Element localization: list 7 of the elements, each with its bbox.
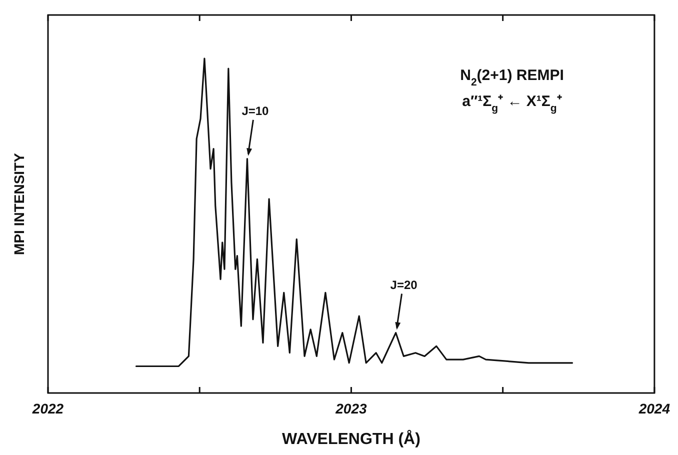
annotation: J=10 [242, 104, 270, 118]
annotation: J=20 [390, 278, 418, 292]
x-tick-label: 2022 [31, 400, 64, 416]
x-tick-label: 2024 [638, 400, 670, 416]
x-tick-label: 2023 [334, 400, 367, 416]
x-axis-title: WAVELENGTH (Å) [282, 428, 420, 448]
y-axis-title: MPI INTENSITY [10, 152, 27, 255]
